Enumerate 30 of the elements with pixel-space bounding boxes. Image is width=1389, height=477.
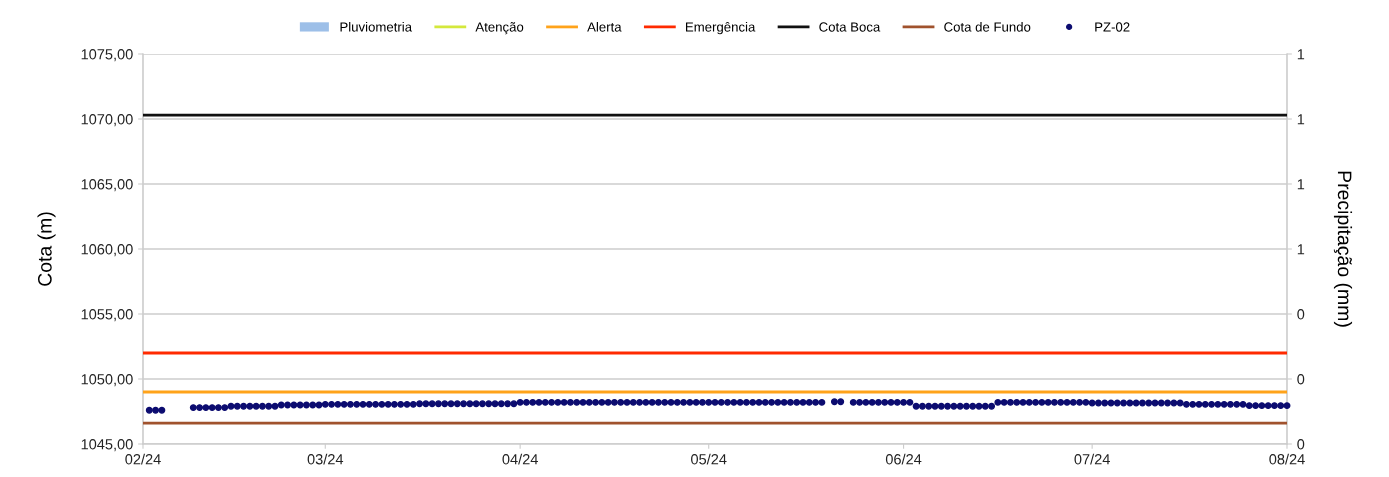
x-tick-label: 07/24 [1074,453,1110,465]
y2-tick-label: 1 [1297,49,1305,60]
y2-tick-label: 1 [1297,179,1305,190]
legend-label: Cota de Fundo [944,21,1031,32]
y-tick-label: 1055,00 [81,309,133,322]
y-tick-label: 1045,00 [81,439,133,452]
x-tick-label: 05/24 [691,453,727,465]
x-tick-label: 08/24 [1269,453,1305,465]
y-tick-label: 1075,00 [81,49,133,62]
legend-label: Alerta [587,21,622,32]
text: Atenção [475,22,524,35]
y2-tick-label: 0 [1297,439,1305,450]
legend-label: Pluviometria [340,21,413,32]
x-tick-label: 04/24 [502,453,538,465]
y2-tick-label: 0 [1297,374,1305,385]
legend-label: Cota Boca [819,22,881,32]
y-tick-label: 1065,00 [81,179,133,192]
x-tick-label: 06/24 [885,453,922,465]
y-axis-title: Cota (m) [37,212,56,286]
y2-tick-label: 1 [1297,114,1305,125]
legend-label: Emergência [686,21,756,35]
legend-label: PZ-02 [1095,22,1130,32]
y2-tick-label: 1 [1297,244,1305,255]
y2-axis-title: Precipitação (mm) [1333,171,1353,327]
x-tick-label: 03/24 [307,453,344,465]
y-tick-label: 1060,00 [81,244,133,257]
y2-tick-label: 0 [1297,309,1305,320]
y-tick-label: 1070,00 [81,114,133,127]
x-tick-label: 02/24 [125,453,161,465]
y-tick-label: 1050,00 [81,374,133,387]
